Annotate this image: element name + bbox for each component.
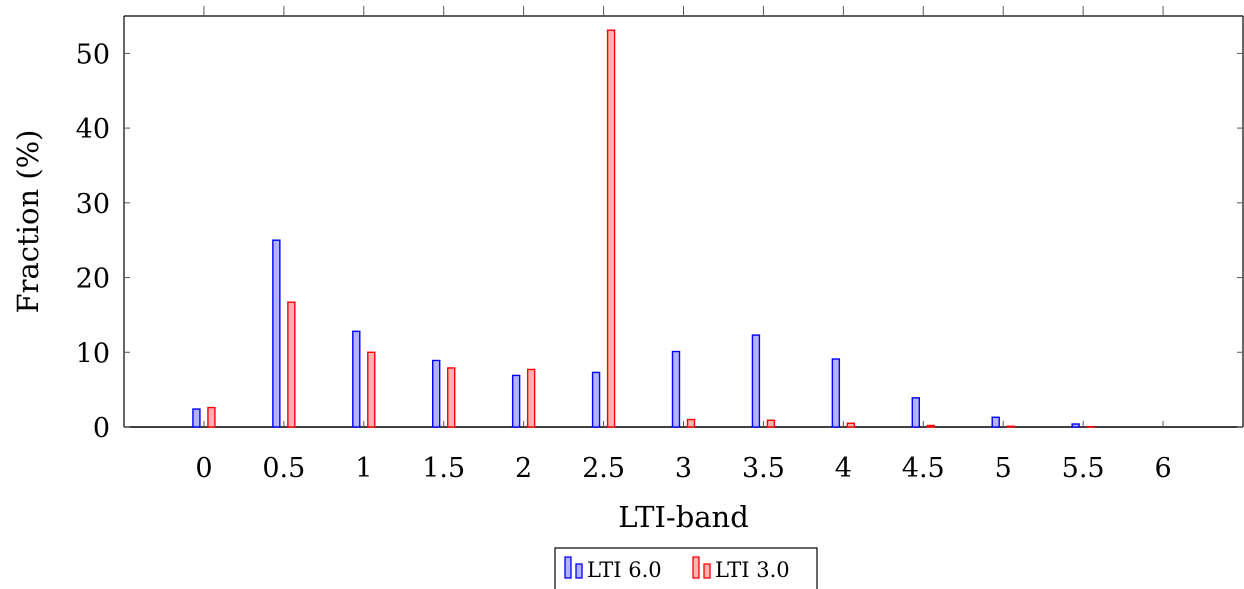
y-tick-label: 10 [76,338,110,369]
y-tick-label: 20 [76,264,110,295]
x-tick-label: 5 [995,453,1012,484]
x-tick-label: 1.5 [422,453,465,484]
bar-lti-3 [766,419,776,428]
bar-lti-6 [192,408,201,428]
x-tick-label: 4 [835,453,852,484]
legend: LTI 6.0 LTI 3.0 [554,547,818,589]
x-tick-label: 2.5 [582,453,625,484]
x-axis-title: LTI-band [618,500,749,534]
bar-lti-3 [287,301,296,428]
bar-lti-3 [526,368,536,428]
bar-lti-3 [367,351,376,428]
legend-label: LTI 6.0 [587,558,662,582]
bar-lti-6 [751,334,761,428]
bar-lti-6 [991,416,1000,428]
bar-lti-6 [591,371,601,428]
y-tick-label: 40 [76,114,110,145]
bar-lti-3 [846,422,856,428]
x-tick-label: 3.5 [742,453,785,484]
bar-lti-3 [926,424,935,428]
bar-lti-6 [1071,423,1080,428]
legend-swatch [703,563,711,579]
axes: 0 0.5 1 1.5 2 2.5 3 3.5 4 4.5 5 5.5 6 0 10 20 30 40 50 [76,6,1244,484]
legend-swatch [575,563,583,579]
bar-lti-3 [447,367,456,428]
bar-lti-6 [911,397,920,428]
x-tick-label: 4.5 [902,453,945,484]
bar-lti-6 [671,350,681,428]
bar-lti-6 [272,239,281,428]
bar-lti-6 [831,358,841,428]
x-tick-label: 5.5 [1062,453,1105,484]
bar-lti-6 [352,330,361,428]
legend-swatch [564,556,572,579]
x-tick-label: 0 [195,453,212,484]
bar-lti-6 [432,359,441,428]
bars [192,29,1095,428]
bar-lti-3 [606,29,616,428]
x-tick-label: 2 [515,453,532,484]
bar-lti-3 [207,406,216,428]
bar-lti-3 [1006,425,1015,428]
bar-lti-6 [511,374,521,428]
legend-box [554,547,818,589]
x-tick-label: 3 [675,453,692,484]
x-tick-label: 6 [1154,453,1171,484]
y-tick-label: 30 [76,189,110,220]
x-tick-label: 1 [355,453,372,484]
y-axis-title: Fraction (%) [11,130,45,314]
legend-label: LTI 3.0 [715,558,790,582]
y-tick-label: 50 [76,39,110,70]
x-tick-label: 0.5 [262,453,305,484]
y-tick-label: 0 [93,413,110,444]
legend-swatch [692,556,700,579]
bar-lti-3 [686,418,696,428]
